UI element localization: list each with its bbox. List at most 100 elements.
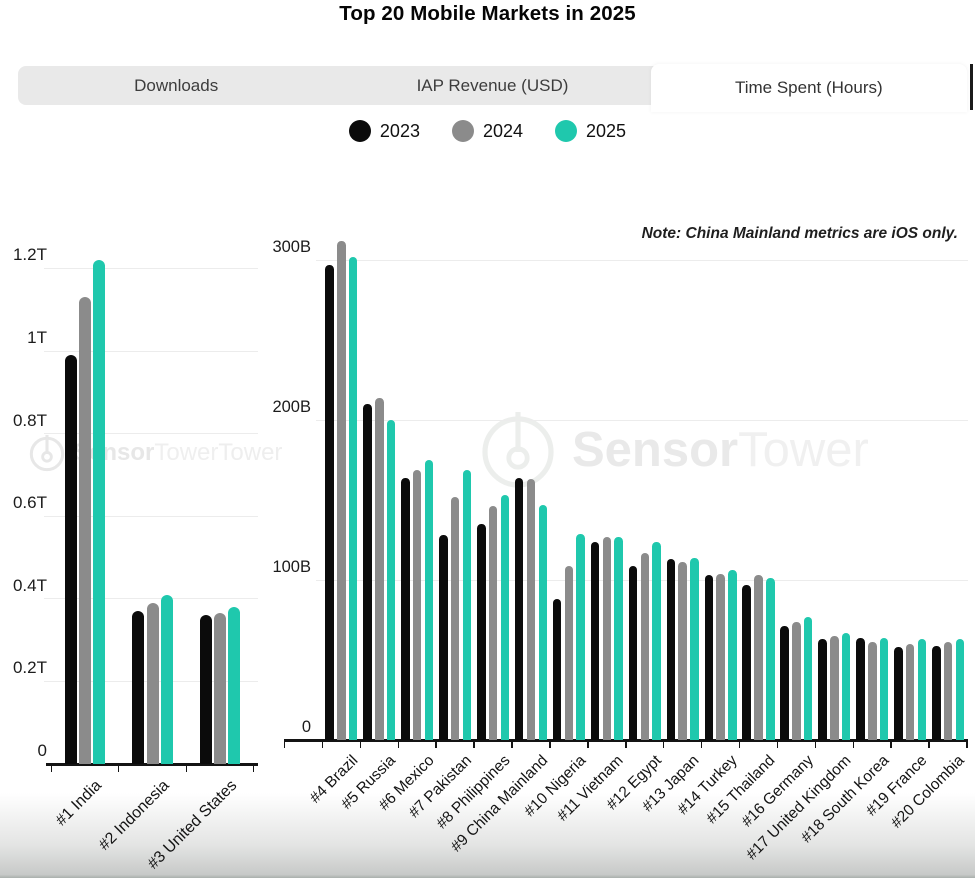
legend-swatch-2024-icon [451,120,474,142]
bar-18-south-korea-2023 [856,637,865,740]
y-axis-tick-label: 0.2T [12,658,47,678]
bar-3-united-states-2024 [214,613,226,764]
x-axis-tickmark [321,741,324,748]
bar-8-philippines-2024 [488,506,498,740]
x-axis-tickmark [928,741,930,748]
x-axis-tickmark [185,765,188,772]
legend-item-2025: 2025 [555,120,626,142]
bar-10-nigeria-2025 [576,533,585,740]
x-axis-tickmark [117,765,120,772]
x-axis-tickmark [966,741,968,748]
watermark-brand-light: Tower [738,423,869,477]
bar-10-nigeria-2024 [564,565,574,740]
x-axis-tickmark [252,765,255,772]
y-axis-tick-label: 1.2T [12,245,47,265]
bar-3-united-states-2025 [228,607,241,764]
x-axis-tickmark [50,765,53,772]
x-axis-tickmark [435,741,437,748]
tab-iap-revenue-usd[interactable]: IAP Revenue (USD) [334,66,650,105]
y-axis-tick-label: 0.6T [12,493,47,513]
bar-6-mexico-2025 [424,460,434,740]
bar-11-vietnam-2025 [614,536,623,740]
bar-5-russia-2023 [363,404,372,740]
y-axis-tick-label: 1T [27,328,47,347]
bar-2-indonesia-2024 [146,602,159,764]
bar-4-brazil-2024 [337,240,346,740]
bar-1-india-2024 [79,297,91,764]
page-title: Top 20 Mobile Markets in 2025 [339,2,636,25]
legend-label: 2025 [586,120,627,141]
x-axis-tickmark [738,741,741,748]
bar-15-thailand-2023 [742,584,751,740]
bar-16-germany-2023 [780,626,789,740]
bar-4-brazil-2025 [348,256,358,740]
bar-2-indonesia-2023 [132,611,145,764]
bar-15-thailand-2024 [754,575,763,740]
bar-16-germany-2025 [803,616,813,740]
bar-11-vietnam-2024 [602,536,612,740]
x-axis-tickmark [359,741,362,748]
bar-14-turkey-2023 [704,575,714,740]
bar-12-egypt-2023 [628,565,638,740]
legend-label: 2023 [379,120,420,141]
x-axis-tickmark [776,741,779,748]
bar-12-egypt-2025 [652,541,661,740]
y-gridline [44,267,258,269]
y-axis-tick-label: 0.8T [12,410,47,430]
y-axis-tick-label: 300B [272,238,311,256]
x-axis-tickmark [283,741,286,748]
x-axis-tickmark [549,741,551,748]
x-axis-line [46,762,258,766]
bar-13-japan-2024 [678,562,687,740]
x-axis-tickmark [814,741,817,748]
bar-11-vietnam-2023 [590,541,600,740]
bar-19-france-2023 [894,647,903,740]
tab-downloads[interactable]: Downloads [18,66,334,105]
y-gridline [316,419,968,421]
legend: 2023 2024 2025 [0,120,975,142]
bar-5-russia-2025 [386,420,396,740]
y-axis-tick-label: 100B [272,558,311,576]
bar-9-china-mainland-2024 [526,479,536,740]
tab-bar-edge-line [970,64,973,110]
bar-17-united-kingdom-2023 [818,639,827,740]
bar-19-france-2024 [905,644,915,740]
legend-item-2023: 2023 [348,120,420,142]
bar-14-turkey-2024 [716,573,725,740]
bar-14-turkey-2025 [728,570,737,740]
bar-19-france-2025 [917,639,927,740]
x-axis-tickmark [473,741,475,748]
y-gridline [44,598,258,600]
y-axis-tick-label: 0 [301,718,311,736]
y-axis-tick-label: 0.4T [12,575,47,595]
tab-time-spent-hours[interactable]: Time Spent (Hours) [650,64,967,112]
bar-4-brazil-2023 [325,264,334,740]
bar-6-mexico-2023 [401,477,410,740]
bar-9-china-mainland-2023 [514,477,524,740]
y-axis-tick-label: 200B [272,398,311,416]
tab-bar: Downloads IAP Revenue (USD) Time Spent (Ho… [18,64,967,112]
watermark-brand-light: Tower [218,439,283,466]
bar-17-united-kingdom-2024 [830,636,839,740]
bar-8-philippines-2023 [477,524,486,740]
legend-swatch-2025-icon [555,120,578,142]
bar-6-mexico-2024 [412,469,422,740]
bar-20-colombia-2023 [932,645,941,740]
bar-9-china-mainland-2025 [538,504,548,740]
x-axis-tickmark [587,741,589,748]
x-axis-tickmark [625,741,627,748]
bar-18-south-korea-2025 [879,637,889,740]
x-axis-line [284,738,968,742]
x-axis-tickmark [852,741,855,748]
y-gridline [44,350,258,352]
tab-label: Time Spent (Hours) [734,78,883,97]
legend-item-2024: 2024 [451,120,523,142]
bar-10-nigeria-2023 [552,599,562,740]
legend-swatch-2023-icon [348,120,371,142]
bar-20-colombia-2025 [955,639,965,740]
x-axis-tickmark [700,741,703,748]
y-gridline [44,433,258,435]
tab-label: Downloads [134,75,219,95]
